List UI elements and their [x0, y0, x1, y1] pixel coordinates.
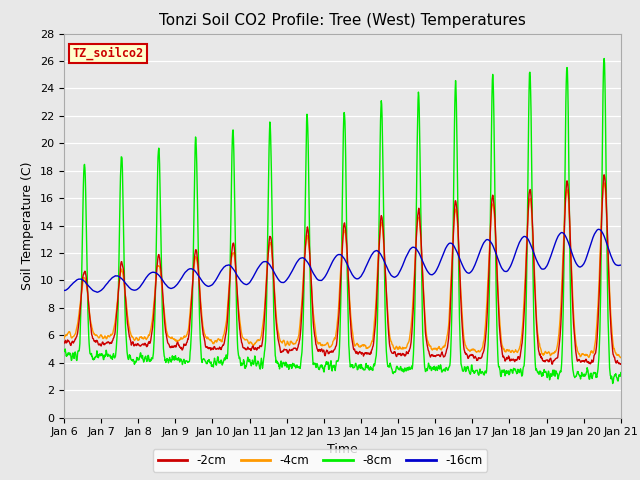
Y-axis label: Soil Temperature (C): Soil Temperature (C)	[22, 161, 35, 290]
Legend: -2cm, -4cm, -8cm, -16cm: -2cm, -4cm, -8cm, -16cm	[153, 449, 487, 472]
Title: Tonzi Soil CO2 Profile: Tree (West) Temperatures: Tonzi Soil CO2 Profile: Tree (West) Temp…	[159, 13, 526, 28]
X-axis label: Time: Time	[327, 443, 358, 456]
Text: TZ_soilco2: TZ_soilco2	[72, 47, 143, 60]
